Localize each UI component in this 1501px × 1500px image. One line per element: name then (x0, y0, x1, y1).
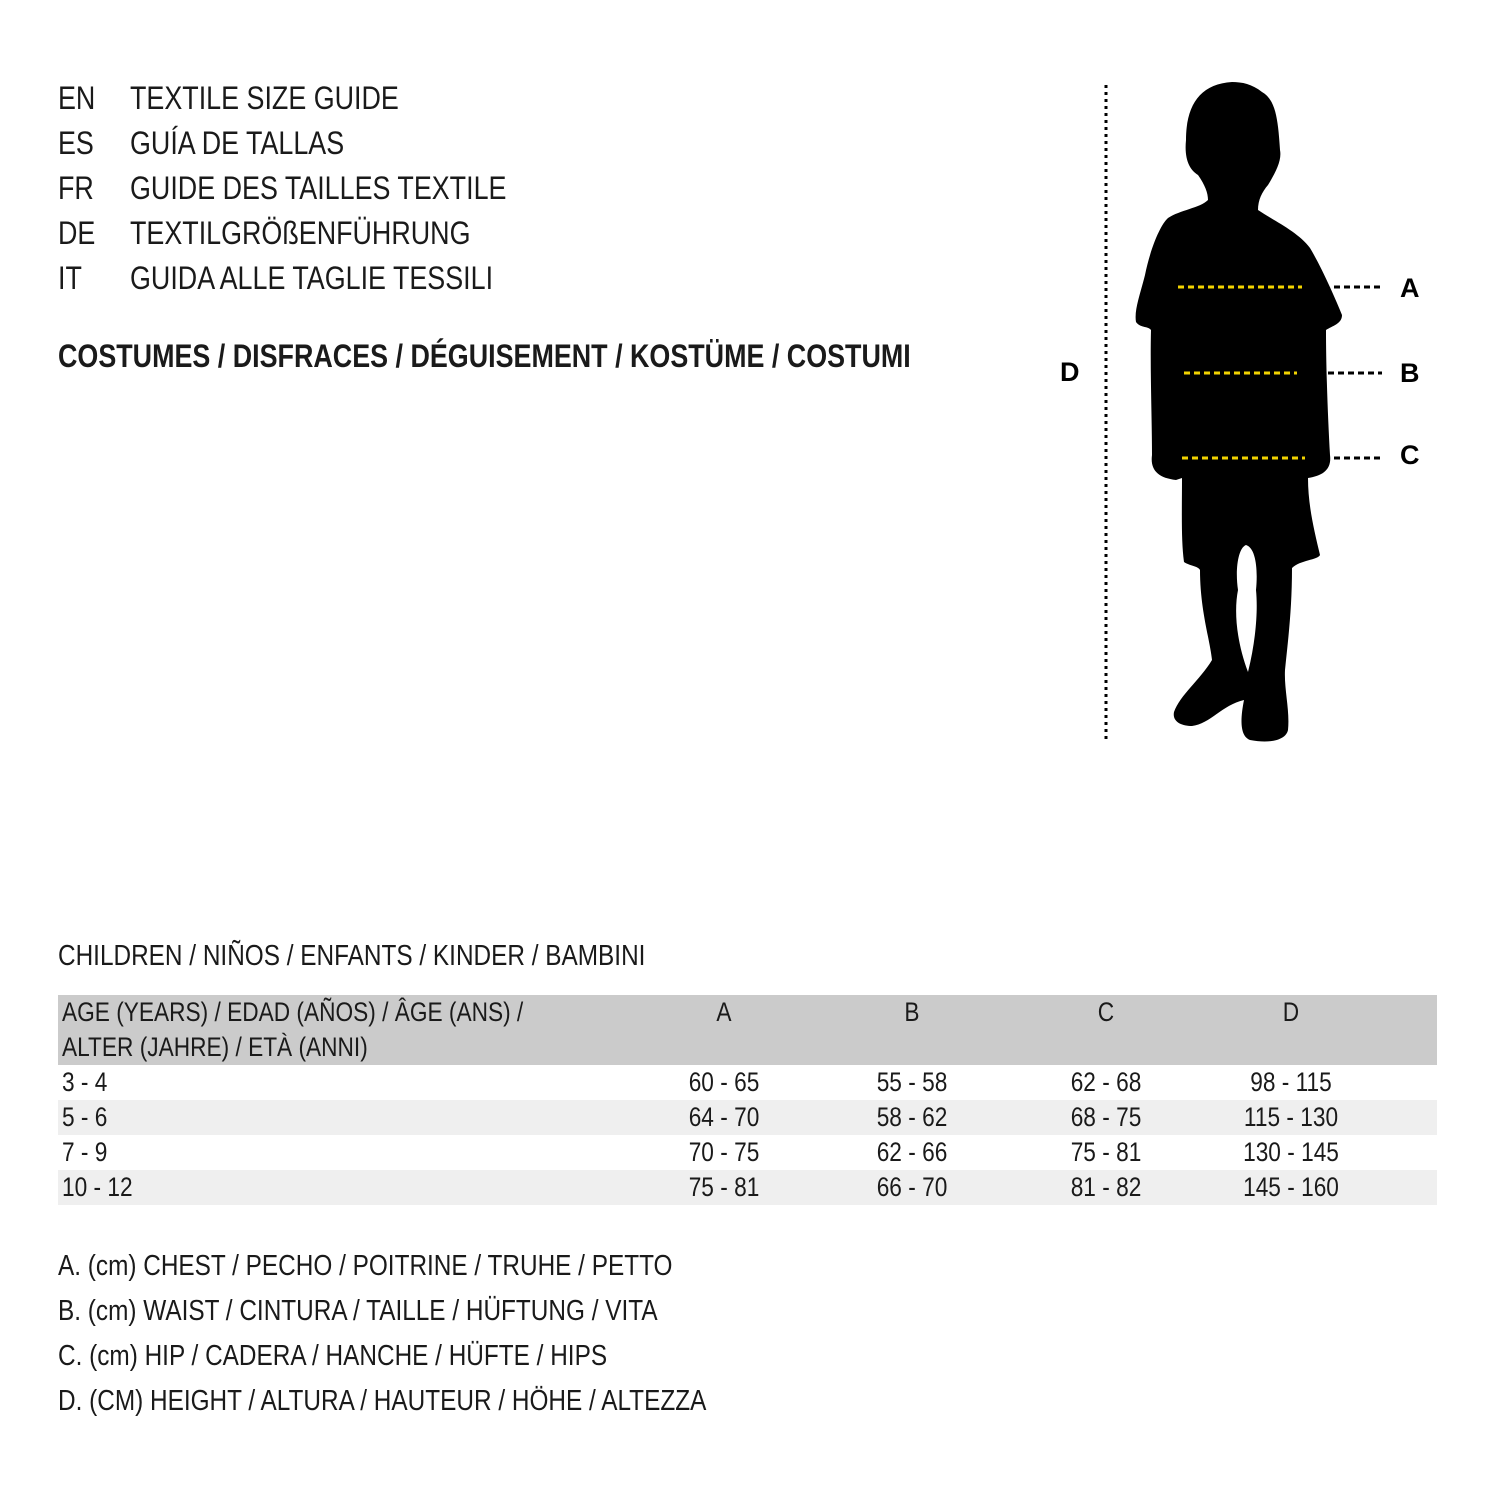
label-d: D (1060, 357, 1080, 387)
table-header: AGE (YEARS) / EDAD (AÑOS) / ÂGE (ANS) / A… (58, 995, 1437, 1065)
cell-age-text: 5 - 6 (62, 1102, 108, 1132)
cell-age: 3 - 4 (62, 1065, 116, 1100)
legend-c-text: C. (cm) HIP / CADERA / HANCHE / HÜFTE / … (58, 1340, 608, 1372)
measurement-figure: A B C D (1060, 82, 1420, 742)
cell-a-text: 70 - 75 (688, 1137, 760, 1167)
cell-b: 66 - 70 (877, 1170, 996, 1205)
title-text: GUÍA DE TALLAS (130, 125, 345, 161)
legend-b: B. (cm) WAIST / CINTURA / TAILLE / HÜFTU… (58, 1295, 772, 1328)
cell-c-text: 68 - 75 (1070, 1102, 1142, 1132)
title-text: TEXTILE SIZE GUIDE (130, 80, 399, 116)
cell-a: 60 - 65 (689, 1065, 808, 1100)
lang-code: ES (58, 125, 94, 161)
title-text: TEXTILGRÖßENFÜHRUNG (130, 215, 471, 251)
cell-d-text: 145 - 160 (1243, 1172, 1339, 1202)
lang-code: FR (58, 170, 94, 206)
legend-d-text: D. (CM) HEIGHT / ALTURA / HAUTEUR / HÖHE… (58, 1385, 707, 1417)
header-b: B (904, 995, 930, 1030)
category-text: COSTUMES / DISFRACES / DÉGUISEMENT / KOS… (58, 338, 911, 374)
cell-a-text: 60 - 65 (688, 1067, 760, 1097)
cell-c-text: 62 - 68 (1070, 1067, 1142, 1097)
measure-lines (1178, 285, 1382, 460)
legend-a: A. (cm) CHEST / PECHO / POITRINE / TRUHE… (58, 1250, 790, 1283)
section-heading: CHILDREN / NIÑOS / ENFANTS / KINDER / BA… (58, 940, 757, 973)
section-text: CHILDREN / NIÑOS / ENFANTS / KINDER / BA… (58, 940, 646, 972)
header-a: A (716, 995, 742, 1030)
cell-c: 75 - 81 (1071, 1135, 1190, 1170)
header-age: AGE (YEARS) / EDAD (AÑOS) / ÂGE (ANS) / A… (62, 995, 611, 1065)
legend-a-text: A. (cm) CHEST / PECHO / POITRINE / TRUHE… (58, 1250, 673, 1282)
cell-b-text: 58 - 62 (876, 1102, 948, 1132)
cell-b: 62 - 66 (877, 1135, 996, 1170)
category-heading: COSTUMES / DISFRACES / DÉGUISEMENT / KOS… (58, 338, 1073, 375)
cell-age: 5 - 6 (62, 1100, 116, 1135)
header-d: D (1283, 995, 1311, 1030)
cell-b-text: 66 - 70 (876, 1172, 948, 1202)
header-b-text: B (904, 997, 920, 1027)
cell-age: 7 - 9 (62, 1135, 116, 1170)
header-c: C (1098, 995, 1126, 1030)
cell-c: 62 - 68 (1071, 1065, 1190, 1100)
child-silhouette (1135, 82, 1342, 742)
cell-age: 10 - 12 (62, 1170, 146, 1205)
lang-code: IT (58, 260, 82, 296)
size-table: AGE (YEARS) / EDAD (AÑOS) / ÂGE (ANS) / A… (58, 995, 1437, 1205)
cell-b-text: 55 - 58 (876, 1067, 948, 1097)
cell-d: 98 - 115 (1250, 1065, 1388, 1100)
table-row: 10 - 12 75 - 81 66 - 70 81 - 82 145 - 160 (58, 1170, 1437, 1205)
cell-a: 70 - 75 (689, 1135, 808, 1170)
cell-a: 64 - 70 (689, 1100, 808, 1135)
cell-d: 115 - 130 (1244, 1100, 1403, 1135)
cell-a-text: 64 - 70 (688, 1102, 760, 1132)
cell-age-text: 7 - 9 (62, 1137, 108, 1167)
cell-a-text: 75 - 81 (688, 1172, 760, 1202)
cell-b-text: 62 - 66 (876, 1137, 948, 1167)
cell-c-text: 81 - 82 (1070, 1172, 1142, 1202)
title-text: GUIDE DES TAILLES TEXTILE (130, 170, 507, 206)
cell-b: 55 - 58 (877, 1065, 996, 1100)
cell-c: 81 - 82 (1071, 1170, 1190, 1205)
cell-d-text: 98 - 115 (1250, 1067, 1332, 1097)
cell-c-text: 75 - 81 (1070, 1137, 1142, 1167)
table-row: 3 - 4 60 - 65 55 - 58 62 - 68 98 - 115 (58, 1065, 1437, 1100)
lang-code: EN (58, 80, 96, 116)
header-c-text: C (1097, 997, 1115, 1027)
label-b: B (1400, 358, 1420, 388)
cell-d-text: 115 - 130 (1243, 1102, 1339, 1132)
cell-d-text: 130 - 145 (1243, 1137, 1339, 1167)
title-text: GUIDA ALLE TAGLIE TESSILI (130, 260, 494, 296)
legend-c: C. (cm) HIP / CADERA / HANCHE / HÜFTE / … (58, 1340, 712, 1373)
header-a-text: A (716, 997, 732, 1027)
legend-d: D. (CM) HEIGHT / ALTURA / HAUTEUR / HÖHE… (58, 1385, 830, 1418)
table-row: 5 - 6 64 - 70 58 - 62 68 - 75 115 - 130 (58, 1100, 1437, 1135)
header-age-line2: ALTER (JAHRE) / ETÀ (ANNI) (62, 1032, 368, 1062)
lang-code: DE (58, 215, 96, 251)
table-row: 7 - 9 70 - 75 62 - 66 75 - 81 130 - 145 (58, 1135, 1437, 1170)
header-d-text: D (1282, 997, 1300, 1027)
label-a: A (1400, 273, 1420, 303)
cell-age-text: 10 - 12 (62, 1172, 133, 1202)
cell-d: 130 - 145 (1243, 1135, 1405, 1170)
cell-c: 68 - 75 (1071, 1100, 1190, 1135)
legend-b-text: B. (cm) WAIST / CINTURA / TAILLE / HÜFTU… (58, 1295, 658, 1327)
cell-b: 58 - 62 (877, 1100, 996, 1135)
label-c: C (1400, 440, 1420, 470)
cell-a: 75 - 81 (689, 1170, 808, 1205)
header-age-line1: AGE (YEARS) / EDAD (AÑOS) / ÂGE (ANS) / (62, 997, 524, 1027)
cell-age-text: 3 - 4 (62, 1067, 108, 1097)
cell-d: 145 - 160 (1243, 1170, 1405, 1205)
